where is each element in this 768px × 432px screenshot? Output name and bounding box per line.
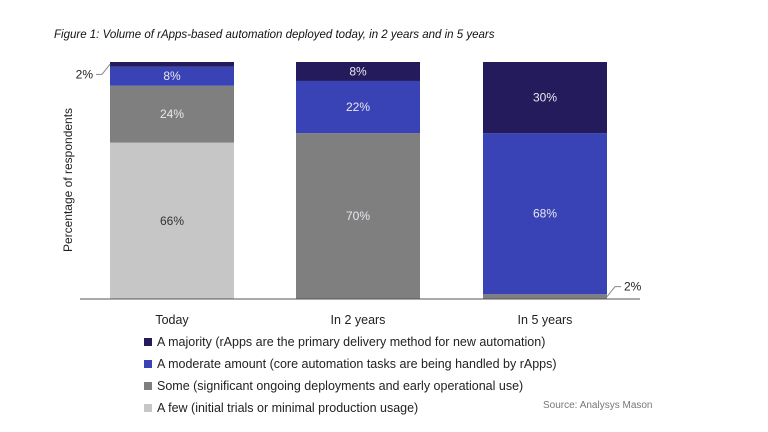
legend-swatch — [144, 360, 152, 368]
legend-swatch — [144, 338, 152, 346]
bar-segment — [296, 133, 420, 299]
data-label: 66% — [160, 214, 184, 228]
bar-segment — [110, 62, 234, 67]
legend-item: A moderate amount (core automation tasks… — [144, 353, 557, 375]
x-tick-label: In 2 years — [331, 313, 386, 327]
x-tick-label: In 5 years — [518, 313, 573, 327]
bar-segment — [110, 142, 234, 299]
legend-label: Some (significant ongoing deployments an… — [157, 379, 524, 393]
legend-label: A few (initial trials or minimal product… — [157, 401, 419, 415]
legend-item: Some (significant ongoing deployments an… — [144, 375, 557, 397]
data-label: 24% — [160, 107, 184, 121]
data-label: 68% — [533, 207, 557, 221]
legend-swatch — [144, 382, 152, 390]
data-label: 22% — [346, 100, 370, 114]
bar-segment — [110, 66, 234, 86]
bar-segment — [110, 85, 234, 143]
bar-segment — [296, 62, 420, 81]
bar-segment — [296, 80, 420, 134]
data-label: 8% — [163, 69, 181, 83]
data-label: 30% — [533, 91, 557, 105]
legend-swatch — [144, 404, 152, 412]
leader-line — [606, 286, 621, 297]
leader-line — [96, 64, 111, 75]
data-label: 2% — [76, 67, 94, 81]
legend-label: A moderate amount (core automation tasks… — [157, 357, 557, 371]
chart-title: Figure 1: Volume of rApps-based automati… — [54, 29, 495, 41]
legend: A majority (rApps are the primary delive… — [144, 331, 557, 419]
bar-segment — [483, 62, 607, 134]
legend-label: A majority (rApps are the primary delive… — [157, 335, 546, 349]
legend-item: A few (initial trials or minimal product… — [144, 397, 557, 419]
y-axis-label: Percentage of respondents — [61, 108, 75, 252]
bar-segment — [483, 133, 607, 295]
source-note: Source: Analysys Mason — [543, 400, 653, 411]
legend-item: A majority (rApps are the primary delive… — [144, 331, 557, 353]
bar-segment — [483, 294, 607, 299]
data-label: 2% — [624, 280, 642, 294]
data-label: 8% — [349, 64, 367, 78]
x-tick-label: Today — [155, 313, 189, 327]
data-label: 70% — [346, 209, 370, 223]
